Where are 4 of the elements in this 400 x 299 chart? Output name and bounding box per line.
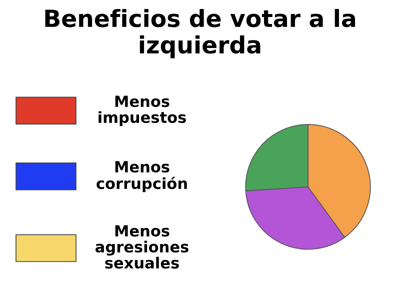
text: Menos impuestos: [98, 96, 186, 126]
text: Menos agresiones sexuales: [96, 225, 188, 269]
chart-title: Beneficios de votar a la izquierda: [45, 8, 356, 58]
text: Menos corrupción: [96, 161, 187, 192]
